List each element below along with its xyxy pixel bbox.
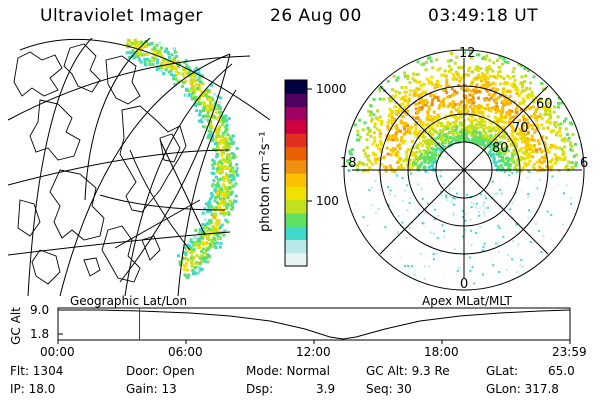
xtick-2359: 23:59 [552,345,587,359]
instrument-title: Ultraviolet Imager [40,6,203,26]
xtick-1800: 18:00 [424,345,459,359]
mlat-label-60: 60 [536,97,553,112]
polar-plot [343,49,585,291]
altitude-curve [58,309,571,340]
geo-caption: Geographic Lat/Lon [70,294,188,308]
map-grid [8,38,251,296]
mlt-label-12: 12 [459,46,476,61]
xtick-1200: 12:00 [296,345,331,359]
mlt-label-6: 6 [580,156,589,171]
colorbar-swatch [285,93,307,108]
date-label: 26 Aug 00 [270,6,362,26]
polar-grid [343,49,585,291]
colorbar-swatch [285,80,307,94]
mode-value: Mode: Normal [246,364,330,378]
door-status: Door: Open [126,364,195,378]
colorbar-tick-1000: 1000 [316,82,347,96]
altitude-timeline [57,307,571,344]
xtick-0600: 06:00 [168,345,203,359]
colorbar-swatch [285,252,307,267]
timeline-ylabel: GC Alt [9,307,23,345]
ip-value: IP: 18.0 [10,382,56,396]
colorbar-swatch [285,159,307,174]
colorbar-unit-label: photon cm⁻²s⁻¹ [258,131,273,232]
apex-caption: Apex MLat/MLT [422,294,512,308]
glon-value: GLon: 317.8 [486,382,559,396]
mlat-label-70: 70 [512,121,529,136]
colorbar-swatch [285,173,307,187]
colorbar-swatch [285,133,307,148]
aurora-emission-polar [346,51,584,289]
ytick-9: 9.0 [30,303,50,317]
colorbar-swatch [285,119,307,134]
colorbar-swatch [285,186,307,201]
colorbar-swatch [285,146,307,161]
flight-number: Flt: 1304 [10,364,64,378]
mlt-label-18: 18 [340,156,357,171]
glat-value: 65.0 [548,364,575,378]
geographic-map [8,38,270,296]
gain-value: Gain: 13 [126,382,177,396]
colorbar-swatch [285,212,307,227]
ytick-1.8: 1.8 [30,327,50,341]
dsp-value: 3.9 [316,382,336,396]
dsp-label: Dsp: [246,382,274,396]
colorbar-swatch [285,239,307,254]
sequence-number: Seq: 30 [366,382,412,396]
colorbar-swatch [285,106,307,121]
aurora-emission-geo [124,38,239,280]
colorbar-tick-100: 100 [316,194,339,208]
colorbar [284,79,312,267]
glat-label: GLat: [486,364,519,378]
colorbar-swatch [285,199,307,214]
colorbar-swatch [285,226,307,241]
mlt-label-0: 0 [460,277,469,292]
time-label: 03:49:18 UT [428,6,539,26]
mlat-label-80: 80 [492,141,509,156]
gc-altitude: GC Alt: 9.3 Re [366,364,450,378]
coastlines [13,43,187,285]
xtick-0000: 00:00 [40,345,75,359]
